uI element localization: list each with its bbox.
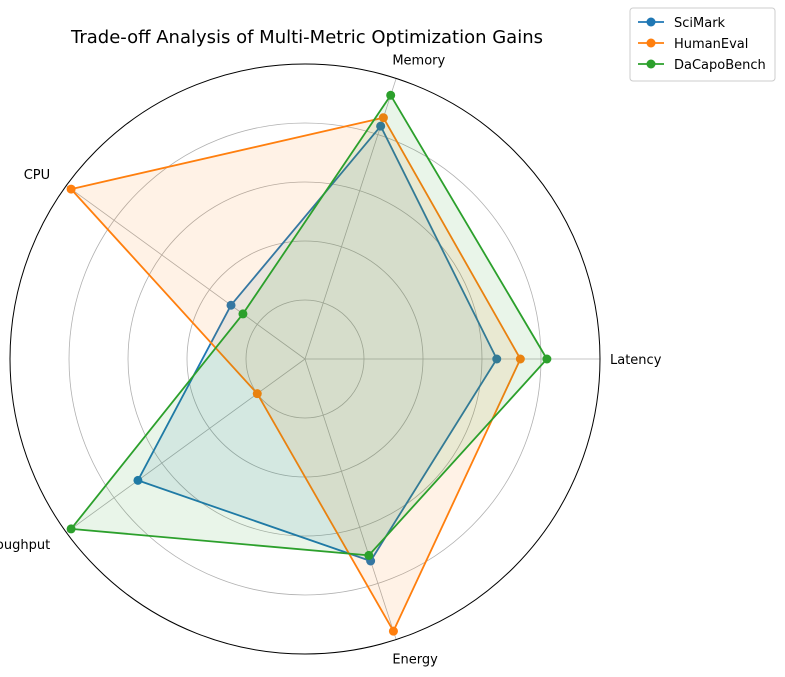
axis-label-throughput: Throughput <box>0 538 50 553</box>
legend-item-scimark[interactable]: SciMark <box>638 16 726 31</box>
legend-item-humaneval[interactable]: HumanEval <box>638 37 748 52</box>
data-point-dacapobench-throughput <box>66 524 76 534</box>
data-point-dacapobench-cpu <box>238 309 248 319</box>
series-layer <box>66 90 552 636</box>
radial-gridline-energy <box>304 358 397 640</box>
series-line-scimark <box>136 125 498 562</box>
series-fill-scimark <box>137 126 497 561</box>
circular-gridline <box>245 299 365 419</box>
chart-title: Trade-off Analysis of Multi-Metric Optim… <box>70 27 543 48</box>
radar-frame <box>9 63 601 655</box>
data-point-scimark-throughput <box>133 475 143 485</box>
legend-label-humaneval: HumanEval <box>674 37 748 52</box>
data-point-scimark-cpu <box>226 300 236 310</box>
series-fill-dacapobench <box>71 95 547 556</box>
radar-grid <box>9 63 601 655</box>
legend-item-dacapobench[interactable]: DaCapoBench <box>638 58 766 73</box>
axis-label-energy: Energy <box>392 653 438 668</box>
data-point-scimark-memory <box>376 121 386 131</box>
legend-label-scimark: SciMark <box>674 16 726 31</box>
legend-marker-humaneval <box>646 38 656 48</box>
legend[interactable]: SciMark HumanEval DaCapoBench <box>629 7 776 82</box>
legend-marker-scimark <box>646 17 656 27</box>
radial-gridline-cpu <box>66 185 306 360</box>
series-dacapobench <box>66 90 552 560</box>
axis-labels: Latency Memory CPU Throughput Energy <box>0 53 662 667</box>
series-line-humaneval <box>70 116 522 632</box>
data-point-dacapobench-energy <box>364 550 374 560</box>
data-point-humaneval-energy <box>388 626 398 636</box>
data-point-humaneval-throughput <box>252 389 262 399</box>
data-point-humaneval-memory <box>378 113 388 123</box>
series-fill-humaneval <box>71 117 521 632</box>
data-point-dacapobench-latency <box>542 354 552 364</box>
legend-box <box>629 7 776 82</box>
radial-gridline-throughput <box>66 358 306 533</box>
series-humaneval <box>66 113 525 636</box>
data-point-dacapobench-memory <box>386 90 396 100</box>
data-point-scimark-latency <box>492 354 502 364</box>
axis-label-latency: Latency <box>610 353 662 368</box>
data-point-humaneval-cpu <box>66 184 76 194</box>
axis-label-cpu: CPU <box>24 168 50 183</box>
data-point-humaneval-latency <box>515 354 525 364</box>
axis-label-memory: Memory <box>392 53 445 68</box>
circular-gridline <box>68 122 542 596</box>
legend-label-dacapobench: DaCapoBench <box>674 58 766 73</box>
series-line-dacapobench <box>70 94 548 557</box>
series-scimark <box>133 121 502 566</box>
circular-gridline <box>127 181 483 537</box>
legend-marker-dacapobench <box>646 59 656 69</box>
